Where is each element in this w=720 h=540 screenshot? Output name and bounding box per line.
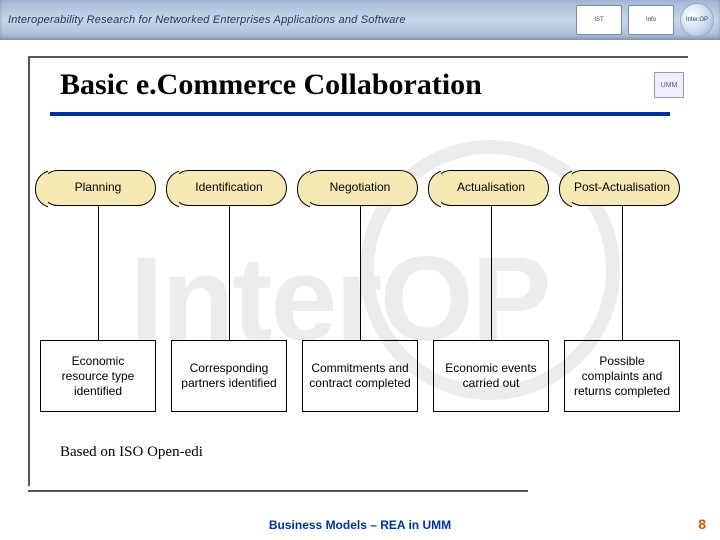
- phase-label: Identification: [195, 181, 262, 194]
- frame-line: [28, 490, 528, 492]
- slide: Interoperability Research for Networked …: [0, 0, 720, 540]
- result-box: Commitments and contract completed: [302, 340, 418, 412]
- result-box: Corresponding partners identified: [171, 340, 287, 412]
- banner-text: Interoperability Research for Networked …: [0, 14, 406, 26]
- page-title: Basic e.Commerce Collaboration: [60, 68, 482, 102]
- footer-text: Business Models – REA in UMM: [0, 518, 720, 532]
- phase-label: Post-Actualisation: [574, 181, 670, 194]
- result-row: Economic resource type identified Corres…: [40, 340, 680, 412]
- result-label: Commitments and contract completed: [309, 361, 411, 391]
- phase-label: Actualisation: [457, 181, 525, 194]
- page-number: 8: [698, 516, 706, 532]
- connector: [491, 206, 492, 340]
- phase-identification: Identification: [171, 170, 287, 206]
- umm-badge-icon: UMM: [654, 72, 684, 98]
- frame-line: [28, 56, 30, 486]
- result-label: Economic events carried out: [440, 361, 542, 391]
- footer: Business Models – REA in UMM 8: [0, 510, 720, 540]
- title-underline: [50, 112, 670, 116]
- footnote: Based on ISO Open-edi: [60, 444, 203, 461]
- phase-label: Planning: [75, 181, 122, 194]
- logo-ist: IST: [576, 5, 622, 35]
- process-diagram: Planning Identification Negotiation Actu…: [40, 170, 680, 430]
- connector: [360, 206, 361, 340]
- connector: [622, 206, 623, 340]
- top-banner: Interoperability Research for Networked …: [0, 0, 720, 40]
- phase-actualisation: Actualisation: [433, 170, 549, 206]
- phase-post-actualisation: Post-Actualisation: [564, 170, 680, 206]
- phase-label: Negotiation: [330, 181, 391, 194]
- result-box: Economic events carried out: [433, 340, 549, 412]
- phase-negotiation: Negotiation: [302, 170, 418, 206]
- result-box: Economic resource type identified: [40, 340, 156, 412]
- connector: [229, 206, 230, 340]
- connector: [98, 206, 99, 340]
- result-label: Corresponding partners identified: [178, 361, 280, 391]
- result-box: Possible complaints and returns complete…: [564, 340, 680, 412]
- frame-line: [28, 56, 688, 58]
- phase-planning: Planning: [40, 170, 156, 206]
- result-label: Economic resource type identified: [47, 354, 149, 399]
- logo-interop: Inter.OP: [680, 3, 714, 37]
- banner-logos: IST Info Inter.OP: [576, 3, 714, 37]
- result-label: Possible complaints and returns complete…: [571, 354, 673, 399]
- phase-row: Planning Identification Negotiation Actu…: [40, 170, 680, 206]
- logo-infosoc: Info: [628, 5, 674, 35]
